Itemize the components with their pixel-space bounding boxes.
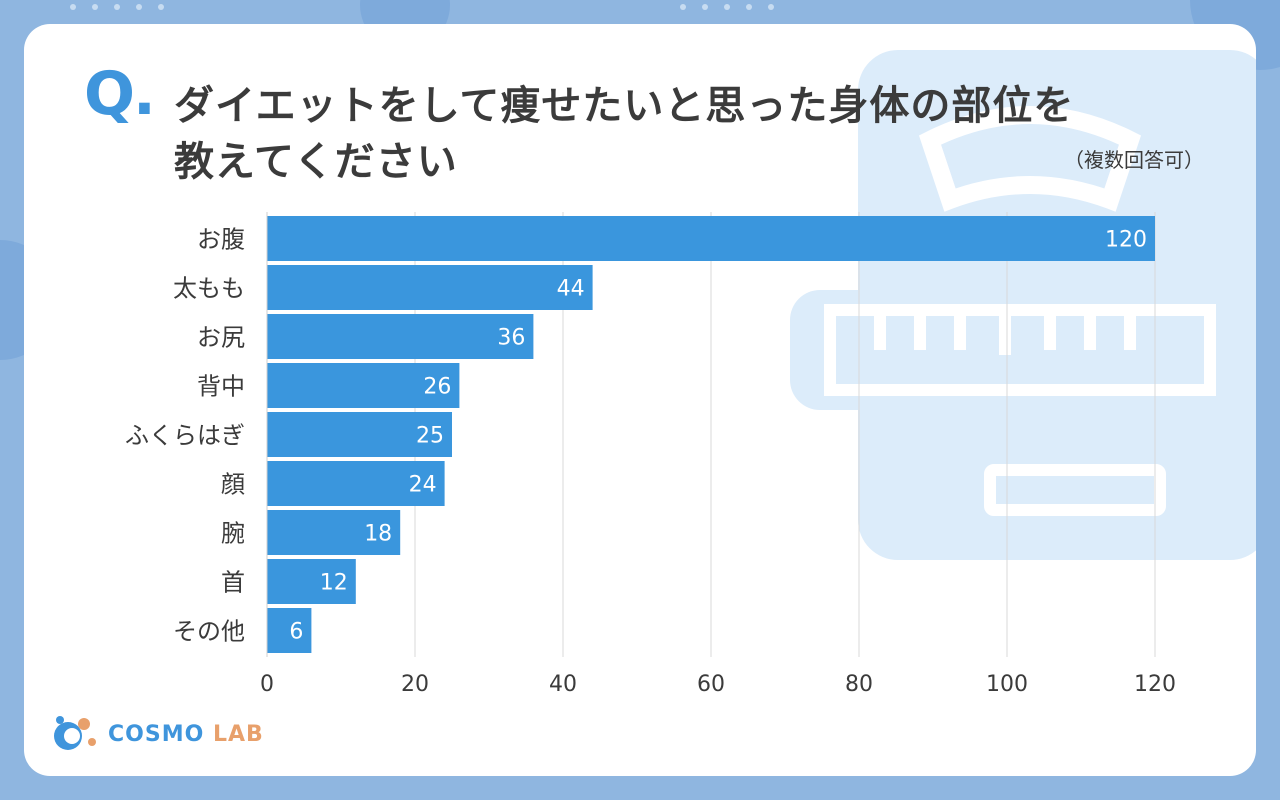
logo-text: COSMO LAB <box>108 722 264 747</box>
bar-chart: 0 20 40 60 80 100 120 120 お腹 44 太もも 36 お尻 26 背中 25 ふくらはぎ… <box>125 212 1176 697</box>
category-label: ふくらはぎ <box>125 422 245 450</box>
bar-value-label: 120 <box>1105 228 1147 253</box>
title-line-1: ダイエットをして痩せたいと思った身体の部位を <box>174 83 1075 129</box>
bar <box>267 363 460 408</box>
bar-value-label: 25 <box>416 424 444 449</box>
category-label: その他 <box>173 618 245 646</box>
bar <box>267 265 593 310</box>
x-tick-label: 120 <box>1134 672 1176 697</box>
bar <box>267 510 401 555</box>
x-tick-label: 20 <box>401 672 429 697</box>
bar <box>267 559 356 604</box>
x-tick-label: 80 <box>845 672 873 697</box>
category-label: お腹 <box>197 226 245 254</box>
title-line-2: 教えてください <box>174 139 458 185</box>
x-tick-label: 40 <box>549 672 577 697</box>
category-label: 腕 <box>221 520 245 548</box>
bar <box>267 608 312 653</box>
logo-main: COSMO <box>108 721 205 747</box>
background-dots <box>70 0 164 14</box>
category-label: 太もも <box>173 275 245 303</box>
logo-icon <box>54 716 96 750</box>
bar-value-label: 36 <box>497 326 525 351</box>
bar-value-label: 12 <box>320 571 348 596</box>
bar <box>267 412 452 457</box>
question-mark: Q. <box>84 59 156 129</box>
category-label: 首 <box>221 569 245 597</box>
chart-title: ダイエットをして痩せたいと思った身体の部位を 教えてください <box>174 78 1214 190</box>
logo-sub: LAB <box>212 721 264 747</box>
bar <box>267 314 534 359</box>
multiple-answers-note: （複数回答可） <box>1064 148 1204 172</box>
bar <box>267 216 1155 261</box>
x-tick-label: 60 <box>697 672 725 697</box>
bar-value-label: 6 <box>289 620 303 645</box>
background-dots <box>680 0 774 14</box>
bar-value-label: 24 <box>409 473 437 498</box>
x-tick-label: 0 <box>260 672 274 697</box>
bar-value-label: 18 <box>364 522 392 547</box>
scale-illustration <box>790 50 1256 560</box>
bar-value-label: 26 <box>423 375 451 400</box>
bar-value-label: 44 <box>557 277 585 302</box>
chart-card: Q. ダイエットをして痩せたいと思った身体の部位を 教えてください （複数回答可… <box>24 24 1256 776</box>
cosmo-lab-logo: COSMO LAB <box>50 714 264 754</box>
category-label: お尻 <box>197 324 245 352</box>
bar <box>267 461 445 506</box>
category-label: 背中 <box>197 373 245 401</box>
category-label: 顔 <box>221 471 245 499</box>
x-tick-label: 100 <box>986 672 1028 697</box>
